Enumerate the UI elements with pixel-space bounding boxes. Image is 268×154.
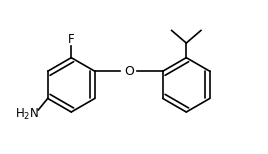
Text: F: F: [68, 33, 75, 46]
Text: H$_2$N: H$_2$N: [15, 107, 39, 122]
Text: O: O: [124, 65, 134, 78]
